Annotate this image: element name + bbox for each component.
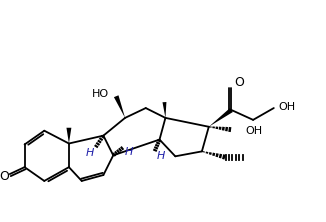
Text: O: O — [0, 170, 9, 182]
Text: OH: OH — [279, 102, 296, 112]
Text: H: H — [85, 148, 94, 158]
Polygon shape — [67, 128, 71, 143]
Text: H: H — [125, 147, 133, 157]
Text: OH: OH — [245, 126, 262, 136]
Polygon shape — [114, 95, 125, 118]
Polygon shape — [209, 108, 233, 127]
Polygon shape — [162, 102, 167, 118]
Text: O: O — [234, 76, 244, 89]
Text: H: H — [156, 151, 165, 161]
Text: HO: HO — [92, 89, 109, 99]
